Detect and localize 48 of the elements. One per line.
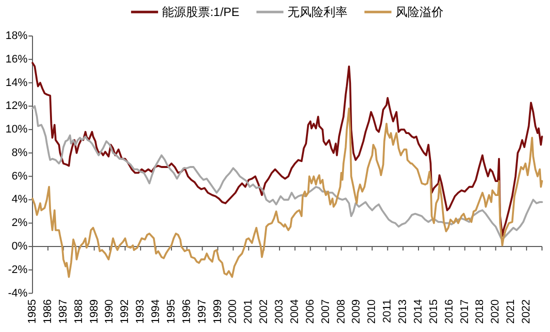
x-tick-label: 2021 [505,299,518,324]
x-tick-label: 2014 [412,299,424,324]
x-tick-label: 2011 [382,299,394,323]
x-tick-label: 1999 [212,299,224,324]
x-tick-label: 1993 [134,299,147,324]
x-tick-label: 2002 [258,299,270,324]
x-tick-label: 2016 [443,299,456,324]
y-tick-label: 12% [5,100,28,112]
legend-label: 风险溢价 [395,5,444,19]
x-tick-label: 2009 [350,299,363,324]
x-tick-label: 2004 [288,299,301,324]
y-tick-label: 0% [12,240,28,253]
x-tick-label: 2000 [227,299,240,324]
x-tick-label: 2022 [520,299,533,324]
x-tick-label: 2001 [242,299,255,324]
x-tick-label: 1986 [42,299,54,324]
x-tick-label: 2006 [304,299,316,324]
x-tick-label: 2020 [490,299,502,324]
y-tick-label: 10% [5,124,28,136]
x-tick-label: 2003 [274,299,286,324]
x-tick-label: 2007 [320,299,332,324]
x-tick-label: 1987 [57,299,70,324]
y-tick-label: -2% [8,264,28,276]
y-tick-label: 4% [12,194,28,206]
x-tick-label: 2013 [397,299,410,324]
x-tick-label: 2015 [428,299,440,324]
x-tick-label: 1997 [196,299,208,324]
y-tick-label: -4% [8,287,28,300]
x-tick-label: 1992 [119,299,132,324]
x-tick-label: 1995 [165,299,178,324]
x-tick-label: 2018 [474,299,486,324]
x-tick-label: 2010 [366,299,378,324]
y-tick-label: 14% [5,76,28,89]
y-tick-label: 8% [12,146,28,159]
x-tick-label: 1994 [150,299,162,324]
y-tick-label: 18% [5,30,28,42]
x-tick-label: 1985 [26,299,38,324]
x-tick-label: 1989 [88,299,100,324]
y-tick-label: 6% [12,170,28,182]
x-tick-label: 2017 [458,299,471,324]
x-tick-label: 1996 [180,299,193,324]
y-tick-label: 2% [12,217,28,230]
legend-label: 无风险利率 [287,5,348,19]
x-tick-label: 1990 [104,299,116,324]
x-tick-label: 2008 [335,299,348,324]
legend-label: 能源股票:1/PE [162,5,240,19]
x-tick-label: 1988 [72,299,85,324]
y-tick-label: 16% [5,53,28,66]
